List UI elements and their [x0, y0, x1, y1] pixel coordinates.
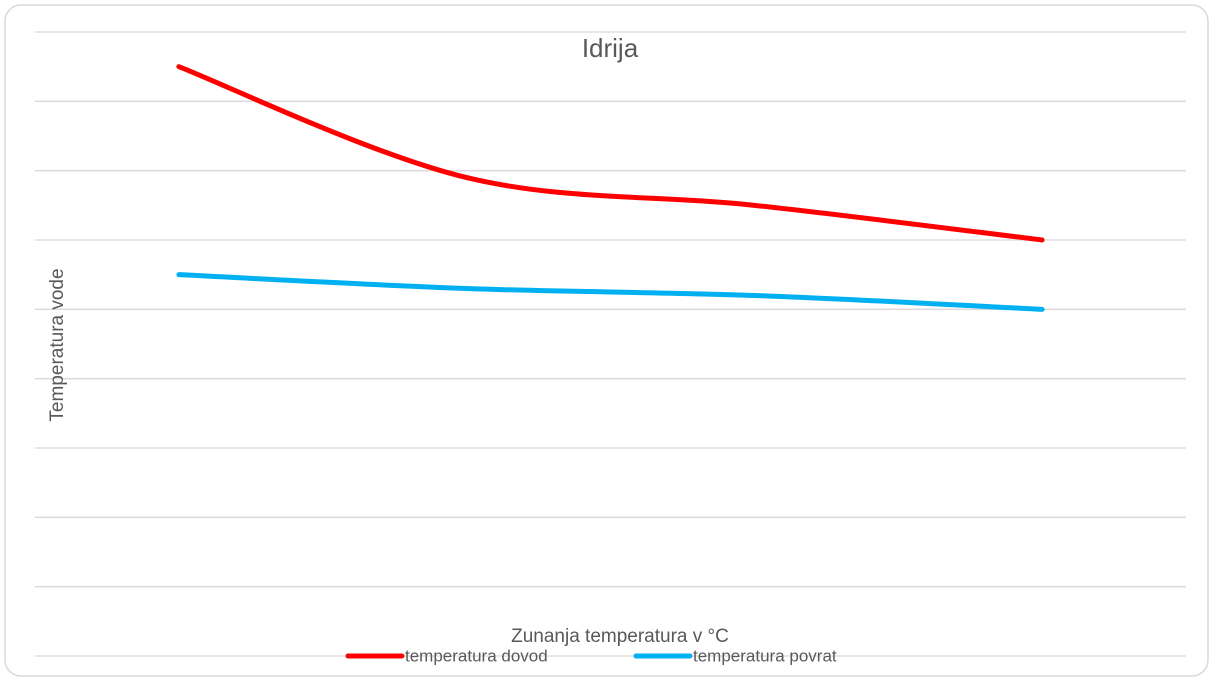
- grid: [35, 31, 1186, 657]
- legend: temperatura dovod temperatura povrat: [345, 646, 837, 665]
- series-line: [176, 64, 1045, 243]
- legend-label: temperatura dovod: [405, 646, 548, 665]
- y-axis-title: Temperatura vode: [47, 268, 68, 421]
- legend-label: temperatura povrat: [693, 646, 837, 665]
- chart-frame: [4, 4, 1209, 677]
- series-line: [176, 272, 1045, 312]
- plot: [176, 64, 1045, 312]
- chart-title: Idrija: [582, 33, 639, 63]
- x-axis-title: Zunanja temperatura v °C: [511, 626, 729, 647]
